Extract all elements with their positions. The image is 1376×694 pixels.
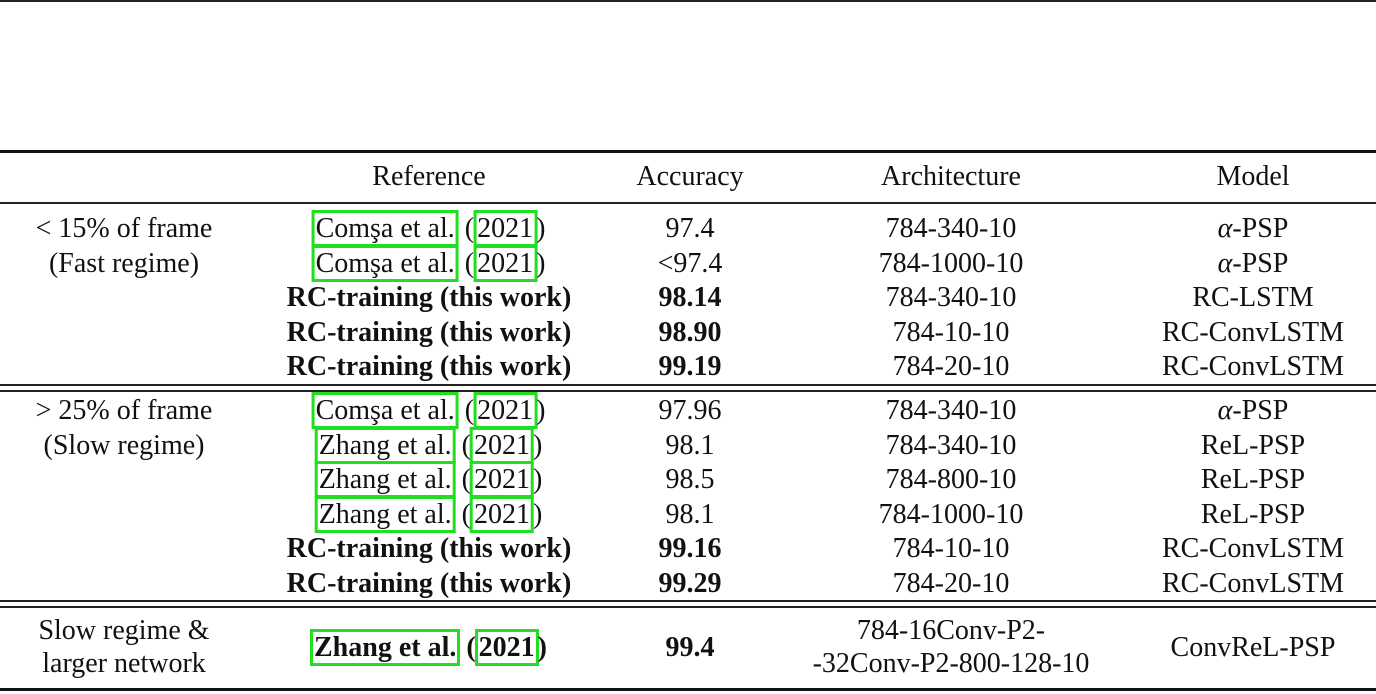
citation-year-link[interactable]: 2021 bbox=[469, 426, 534, 464]
group-label: > 25% of frame bbox=[35, 395, 213, 426]
architecture-cell: 784-340-10 bbox=[885, 429, 1017, 461]
model-cell: ReL-PSP bbox=[1200, 464, 1306, 495]
model-cell: α-PSP bbox=[1217, 247, 1289, 279]
accuracy-cell: 99.19 bbox=[658, 351, 722, 382]
accuracy-cell: 97.4 bbox=[665, 213, 715, 244]
table-top-rule bbox=[0, 150, 1376, 153]
reference-cell: Zhang et al. (2021) bbox=[314, 495, 542, 533]
group-label: (Fast regime) bbox=[48, 247, 200, 279]
model-cell: RC-ConvLSTM bbox=[1161, 533, 1345, 564]
accuracy-cell: 98.5 bbox=[665, 464, 715, 495]
reference-cell: Comşa et al. (2021) bbox=[311, 244, 545, 282]
header-model: Model bbox=[1216, 161, 1290, 192]
reference-cell: RC-training (this work) bbox=[286, 533, 572, 564]
header-reference: Reference bbox=[372, 161, 486, 192]
header-architecture: Architecture bbox=[881, 161, 1021, 192]
model-cell: ConvReL-PSP bbox=[1170, 632, 1336, 663]
architecture-cell: 784-10-10 bbox=[892, 316, 1010, 348]
group-separator-2a bbox=[0, 600, 1376, 602]
model-cell: RC-ConvLSTM bbox=[1161, 567, 1345, 599]
reference-cell: RC-training (this work) bbox=[286, 316, 572, 348]
architecture-cell: 784-340-10 bbox=[885, 282, 1017, 313]
architecture-cell: -32Conv-P2-800-128-10 bbox=[812, 648, 1090, 679]
architecture-cell: 784-10-10 bbox=[892, 533, 1010, 564]
citation-year-link[interactable]: 2021 bbox=[473, 244, 538, 282]
citation-year-link[interactable]: 2021 bbox=[474, 629, 539, 666]
citation-year-link[interactable]: 2021 bbox=[469, 495, 534, 533]
citation-author-link[interactable]: Comşa et al. bbox=[311, 210, 459, 247]
architecture-cell: 784-340-10 bbox=[885, 395, 1017, 426]
group-label: < 15% of frame bbox=[35, 213, 213, 244]
group-label: (Slow regime) bbox=[43, 429, 205, 461]
model-cell: ReL-PSP bbox=[1200, 429, 1306, 461]
citation-author-link[interactable]: Zhang et al. bbox=[309, 629, 461, 666]
citation-year-link[interactable]: 2021 bbox=[473, 210, 538, 247]
reference-cell: Comşa et al. (2021) bbox=[311, 210, 545, 247]
table-bottom-rule bbox=[0, 688, 1376, 691]
group-label: Slow regime & bbox=[38, 615, 210, 646]
model-cell: RC-ConvLSTM bbox=[1161, 351, 1345, 382]
citation-author-link[interactable]: Zhang et al. bbox=[314, 461, 456, 498]
group-separator-1a bbox=[0, 384, 1376, 386]
accuracy-cell: 99.29 bbox=[658, 567, 722, 599]
header-accuracy: Accuracy bbox=[636, 161, 744, 192]
architecture-cell: 784-800-10 bbox=[885, 464, 1017, 495]
reference-cell: RC-training (this work) bbox=[286, 282, 572, 313]
header-rule bbox=[0, 202, 1376, 204]
architecture-cell: 784-340-10 bbox=[885, 213, 1017, 244]
architecture-cell: 784-20-10 bbox=[892, 351, 1010, 382]
reference-cell: Comşa et al. (2021) bbox=[311, 392, 545, 429]
accuracy-cell: 99.16 bbox=[658, 533, 722, 564]
citation-year-link[interactable]: 2021 bbox=[469, 461, 534, 498]
citation-author-link[interactable]: Zhang et al. bbox=[314, 426, 456, 464]
group-label: larger network bbox=[42, 648, 206, 679]
accuracy-cell: 97.96 bbox=[658, 395, 722, 426]
reference-cell: RC-training (this work) bbox=[286, 567, 572, 599]
model-cell: α-PSP bbox=[1217, 395, 1289, 426]
accuracy-cell: 98.1 bbox=[665, 498, 715, 530]
citation-author-link[interactable]: Comşa et al. bbox=[311, 244, 459, 282]
model-cell: RC-LSTM bbox=[1192, 282, 1314, 313]
reference-cell: Zhang et al. (2021) bbox=[314, 461, 542, 498]
architecture-cell: 784-1000-10 bbox=[878, 498, 1024, 530]
accuracy-cell: 98.90 bbox=[658, 316, 722, 348]
page-top-border bbox=[0, 0, 1376, 2]
reference-cell: Zhang et al. (2021) bbox=[314, 426, 542, 464]
architecture-cell: 784-20-10 bbox=[892, 567, 1010, 599]
model-cell: α-PSP bbox=[1217, 213, 1289, 244]
group-separator-1b bbox=[0, 390, 1376, 392]
architecture-cell: 784-16Conv-P2- bbox=[856, 615, 1046, 646]
model-cell: RC-ConvLSTM bbox=[1161, 316, 1345, 348]
model-cell: ReL-PSP bbox=[1200, 498, 1306, 530]
accuracy-cell: <97.4 bbox=[657, 247, 723, 279]
accuracy-cell: 99.4 bbox=[665, 632, 715, 663]
group-separator-2b bbox=[0, 606, 1376, 608]
reference-cell: RC-training (this work) bbox=[286, 351, 572, 382]
architecture-cell: 784-1000-10 bbox=[878, 247, 1024, 279]
citation-author-link[interactable]: Comşa et al. bbox=[311, 392, 459, 429]
accuracy-cell: 98.14 bbox=[658, 282, 722, 313]
citation-author-link[interactable]: Zhang et al. bbox=[314, 495, 456, 533]
reference-cell: Zhang et al. (2021) bbox=[309, 629, 547, 666]
accuracy-cell: 98.1 bbox=[665, 429, 715, 461]
citation-year-link[interactable]: 2021 bbox=[473, 392, 538, 429]
